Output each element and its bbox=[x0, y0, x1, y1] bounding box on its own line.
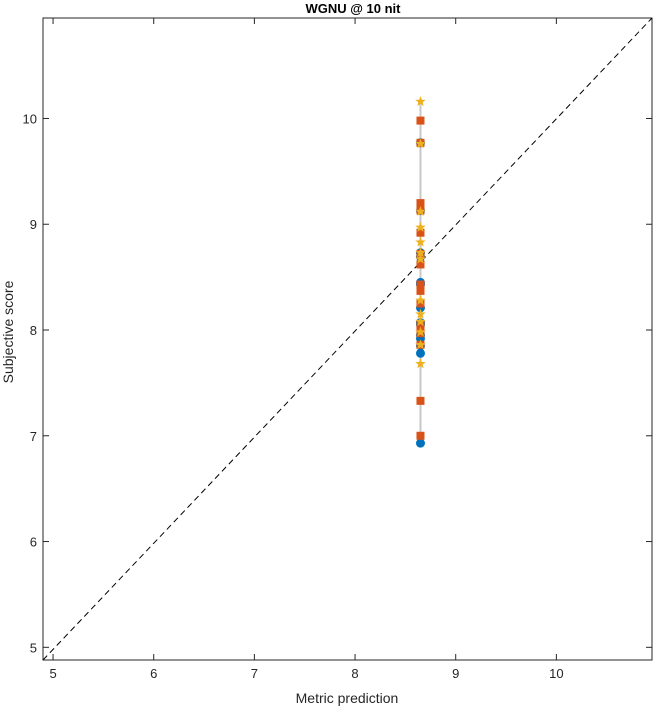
data-point-star bbox=[415, 308, 426, 319]
x-tick-label: 9 bbox=[452, 666, 459, 681]
data-point-square bbox=[416, 116, 425, 125]
x-tick-label: 5 bbox=[49, 666, 56, 681]
data-point-square bbox=[416, 228, 425, 237]
data-point-star bbox=[415, 316, 426, 326]
data-point-square bbox=[416, 199, 425, 208]
data-point-star bbox=[415, 206, 426, 216]
y-tick-label: 7 bbox=[30, 429, 37, 444]
plot-area: 5 6 7 8 9 10 5 6 7 8 9 10 bbox=[23, 17, 653, 681]
data-point-star bbox=[415, 294, 426, 305]
data-point-star bbox=[415, 221, 426, 232]
data-point-square bbox=[416, 260, 425, 269]
data-point-star bbox=[415, 247, 426, 258]
data-point-star bbox=[415, 358, 426, 369]
x-axis-label: Metric prediction bbox=[296, 690, 399, 706]
x-tick-label: 8 bbox=[351, 666, 358, 681]
data-point-star bbox=[415, 253, 426, 264]
data-point-star bbox=[415, 339, 426, 350]
data-point-star bbox=[415, 236, 426, 247]
data-point-circle bbox=[415, 348, 425, 358]
data-point-square bbox=[416, 280, 425, 289]
data-point-square bbox=[416, 320, 425, 329]
x-tick-label: 10 bbox=[549, 666, 563, 681]
plot-frame bbox=[42, 17, 653, 661]
x-tick-label: 6 bbox=[150, 666, 157, 681]
chart-title: WGNU @ 10 nit bbox=[305, 1, 401, 16]
y-tick-label: 6 bbox=[30, 535, 37, 550]
data-point-star bbox=[415, 326, 426, 337]
data-point-square bbox=[416, 431, 425, 440]
data-point-star bbox=[415, 138, 426, 149]
data-point-square bbox=[416, 299, 425, 308]
data-point-circle bbox=[415, 438, 425, 448]
y-tick-label: 10 bbox=[23, 111, 37, 126]
x-tick-label: 7 bbox=[251, 666, 258, 681]
data-point-square bbox=[416, 286, 425, 295]
y-tick-label: 9 bbox=[30, 217, 37, 232]
data-point-square bbox=[416, 396, 425, 405]
y-tick-label: 8 bbox=[30, 323, 37, 338]
y-axis-label: Subjective score bbox=[0, 280, 16, 383]
y-tick-label: 5 bbox=[30, 640, 37, 655]
reference-line bbox=[42, 17, 653, 661]
data-point-star bbox=[415, 96, 426, 106]
